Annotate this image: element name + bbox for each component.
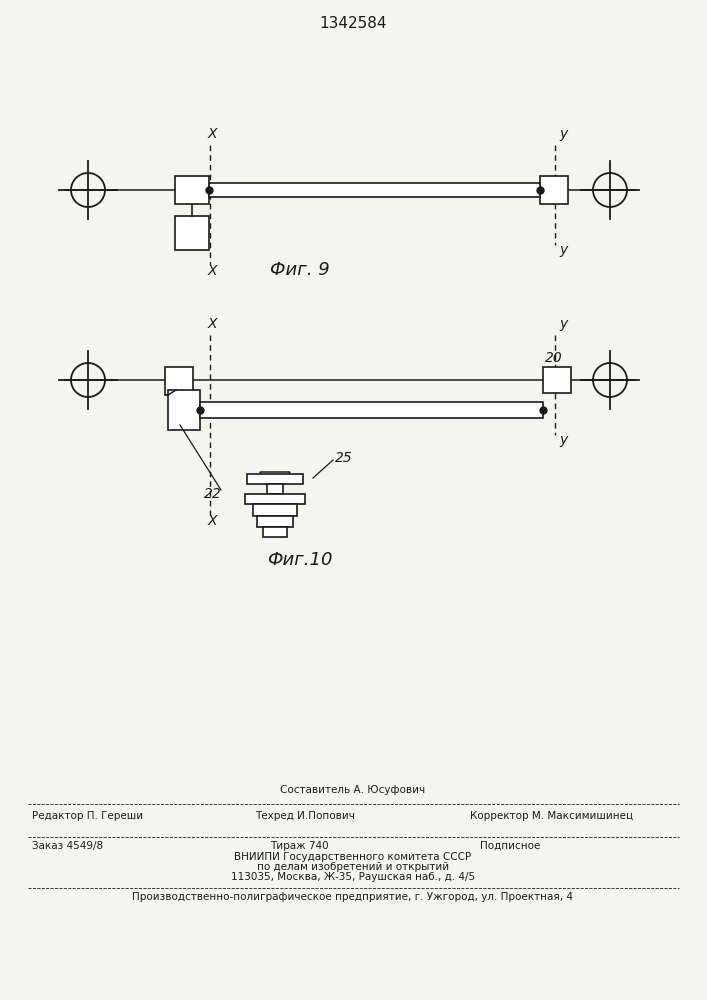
Bar xyxy=(209,183,540,197)
Polygon shape xyxy=(260,472,290,484)
Bar xyxy=(247,474,303,484)
Text: 1342584: 1342584 xyxy=(320,16,387,31)
Bar xyxy=(543,367,571,393)
Text: 22: 22 xyxy=(204,487,222,501)
Text: Редактор П. Гереши: Редактор П. Гереши xyxy=(32,811,143,821)
Text: Техред И.Попович: Техред И.Попович xyxy=(255,811,355,821)
Text: Заказ 4549/8: Заказ 4549/8 xyxy=(32,841,103,851)
Bar xyxy=(257,516,293,527)
Text: y: y xyxy=(559,127,567,141)
Text: X: X xyxy=(207,317,217,331)
Bar xyxy=(540,176,568,204)
Bar xyxy=(175,216,209,250)
Text: Фиг.10: Фиг.10 xyxy=(267,551,333,569)
Text: Составитель А. Юсуфович: Составитель А. Юсуфович xyxy=(281,785,426,795)
Bar xyxy=(245,494,305,504)
Text: ВНИИПИ Государственного комитета СССР: ВНИИПИ Государственного комитета СССР xyxy=(235,852,472,862)
Text: y: y xyxy=(559,317,567,331)
Text: Производственно-полиграфическое предприятие, г. Ужгород, ул. Проектная, 4: Производственно-полиграфическое предприя… xyxy=(132,892,573,902)
Bar xyxy=(253,504,297,516)
Text: X: X xyxy=(207,514,217,528)
Bar xyxy=(168,390,200,430)
Text: X: X xyxy=(207,264,217,278)
Bar xyxy=(175,176,209,204)
Text: X: X xyxy=(207,127,217,141)
Text: Корректор М. Максимишинец: Корректор М. Максимишинец xyxy=(470,811,633,821)
Text: 25: 25 xyxy=(335,451,353,465)
Text: y: y xyxy=(559,243,567,257)
Text: 20: 20 xyxy=(545,351,563,365)
Text: y: y xyxy=(559,433,567,447)
Bar xyxy=(200,402,543,418)
Bar xyxy=(263,527,287,537)
Text: 113035, Москва, Ж-35, Раушская наб., д. 4/5: 113035, Москва, Ж-35, Раушская наб., д. … xyxy=(231,872,475,882)
Text: по делам изобретений и открытий: по делам изобретений и открытий xyxy=(257,862,449,872)
Text: Фиг. 9: Фиг. 9 xyxy=(270,261,330,279)
Bar xyxy=(165,367,193,395)
Text: Подписное: Подписное xyxy=(480,841,540,851)
Text: Тираж 740: Тираж 740 xyxy=(270,841,329,851)
Bar xyxy=(267,484,283,494)
